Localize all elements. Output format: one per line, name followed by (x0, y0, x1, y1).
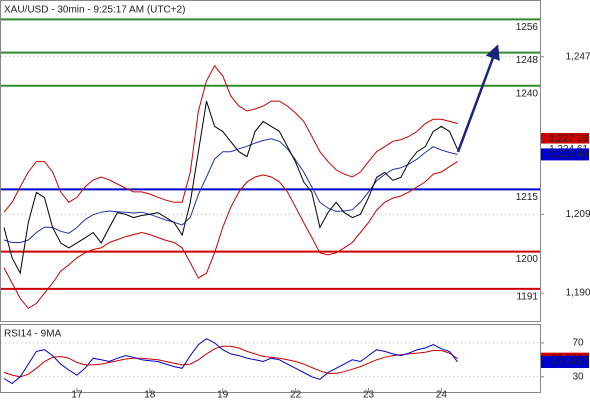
series-line (3, 345, 458, 378)
panel-title: RSI14 - 9MA (4, 329, 62, 340)
x-tick-label: 23 (363, 390, 375, 400)
last-value-label: 1,223.44 (549, 149, 588, 160)
level-label: 1215 (516, 192, 539, 203)
x-tick-label: 22 (290, 390, 302, 400)
x-tick-label: 19 (217, 390, 229, 400)
level-label: 1191 (516, 292, 538, 303)
price-panel (0, 0, 541, 322)
y-tick-label: 1,190 (565, 288, 590, 299)
level-label: 1256 (516, 22, 539, 33)
series-line (3, 100, 459, 275)
series-line (3, 161, 458, 310)
y-tick-label: 1,247 (565, 51, 590, 62)
y-tick-label: 30 (572, 371, 584, 382)
x-tick-label: 18 (144, 390, 156, 400)
rsi-panel (0, 324, 541, 393)
x-tick-label: 24 (436, 390, 448, 400)
last-value-label: 1,227.16 (549, 134, 588, 145)
level-label: 1248 (516, 55, 539, 66)
last-value-box (541, 356, 589, 369)
projection-arrow (456, 44, 500, 153)
y-tick-label: 70 (572, 338, 584, 349)
y-tick-label: 1,209 (565, 209, 590, 220)
panel-title: XAU/USD - 30min - 9:25:17 AM (UTC+2) (4, 5, 185, 16)
series-line (3, 338, 458, 385)
level-label: 1200 (516, 254, 539, 265)
x-tick-label: 17 (71, 390, 83, 400)
last-value-box (541, 148, 589, 161)
last-value-box (541, 132, 589, 145)
series-line (3, 64, 458, 213)
plot-layer: XAU/USD - 30min - 9:25:17 AM (UTC+2) 1,19… (1, 5, 590, 400)
series-line (3, 138, 458, 243)
last-value-label: 47.4457 (552, 357, 589, 368)
level-label: 1240 (516, 88, 539, 99)
